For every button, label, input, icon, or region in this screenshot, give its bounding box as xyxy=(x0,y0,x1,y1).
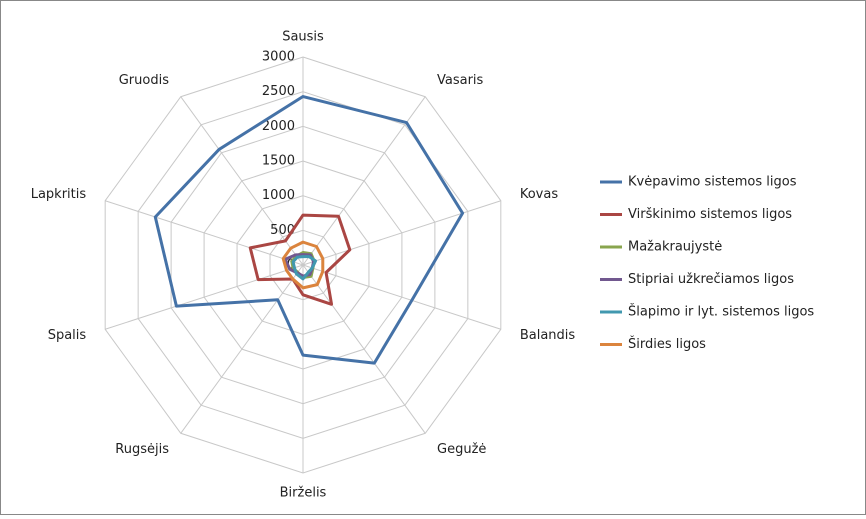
category-label: Rugsėjis xyxy=(115,442,169,457)
category-label: Sausis xyxy=(282,30,324,45)
category-label: Kovas xyxy=(520,187,558,202)
legend-label: Stipriai užkrečiamos ligos xyxy=(628,272,794,287)
legend-label: Virškinimo sistemos ligos xyxy=(628,207,792,222)
series-line xyxy=(291,255,318,281)
category-label: Lapkritis xyxy=(31,187,87,202)
category-label: Birželis xyxy=(280,486,327,501)
series-line xyxy=(248,213,352,306)
spoke xyxy=(105,264,304,330)
legend-label: Mažakraujystė xyxy=(628,240,722,255)
spoke xyxy=(302,264,426,434)
category-label: Balandis xyxy=(520,328,576,343)
category-label: Vasaris xyxy=(437,73,484,88)
spoke xyxy=(180,264,304,434)
r-tick-label: 1500 xyxy=(262,154,295,169)
series-line xyxy=(153,95,465,365)
spoke xyxy=(180,96,304,266)
spoke xyxy=(302,264,501,330)
category-label: Gruodis xyxy=(119,73,169,88)
category-label: Gegužė xyxy=(437,442,486,457)
category-label: Spalis xyxy=(48,328,87,343)
r-tick-label: 2500 xyxy=(262,84,295,99)
spoke xyxy=(302,200,501,266)
r-tick-label: 0 xyxy=(287,258,295,273)
spoke xyxy=(105,200,304,266)
series-line xyxy=(281,240,325,290)
r-tick-label: 2000 xyxy=(262,119,295,134)
legend-label: Kvėpavimo sistemos ligos xyxy=(628,175,797,190)
legend-label: Šlapimo ir lyt. sistemos ligos xyxy=(628,304,814,320)
spoke xyxy=(302,96,426,266)
legend-label: Širdies ligos xyxy=(628,336,706,352)
r-tick-label: 1000 xyxy=(262,188,295,203)
r-tick-label: 3000 xyxy=(262,50,295,65)
